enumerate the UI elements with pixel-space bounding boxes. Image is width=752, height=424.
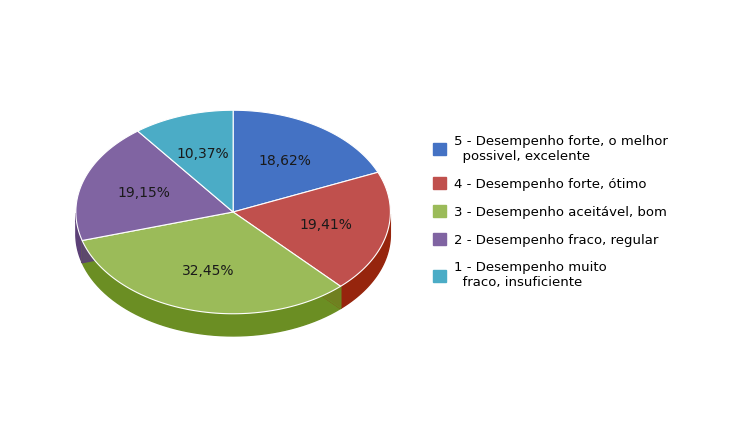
Text: 18,62%: 18,62% <box>259 154 311 168</box>
Polygon shape <box>82 212 341 314</box>
Polygon shape <box>138 110 233 212</box>
Polygon shape <box>341 214 390 309</box>
Polygon shape <box>233 212 341 309</box>
Polygon shape <box>233 172 390 286</box>
Text: 32,45%: 32,45% <box>182 264 235 278</box>
Polygon shape <box>233 212 341 309</box>
Polygon shape <box>82 212 233 263</box>
Polygon shape <box>82 240 341 336</box>
Text: 19,41%: 19,41% <box>299 218 352 232</box>
Polygon shape <box>76 213 82 263</box>
Polygon shape <box>82 212 233 263</box>
Polygon shape <box>233 110 378 212</box>
Polygon shape <box>233 212 341 309</box>
Text: 10,37%: 10,37% <box>177 147 229 161</box>
Polygon shape <box>233 212 341 309</box>
Legend: 5 - Desempenho forte, o melhor
  possivel, excelente, 4 - Desempenho forte, ótim: 5 - Desempenho forte, o melhor possivel,… <box>427 130 673 294</box>
Text: 19,15%: 19,15% <box>117 186 170 200</box>
Polygon shape <box>82 212 233 263</box>
Polygon shape <box>76 131 233 240</box>
Polygon shape <box>82 212 233 263</box>
